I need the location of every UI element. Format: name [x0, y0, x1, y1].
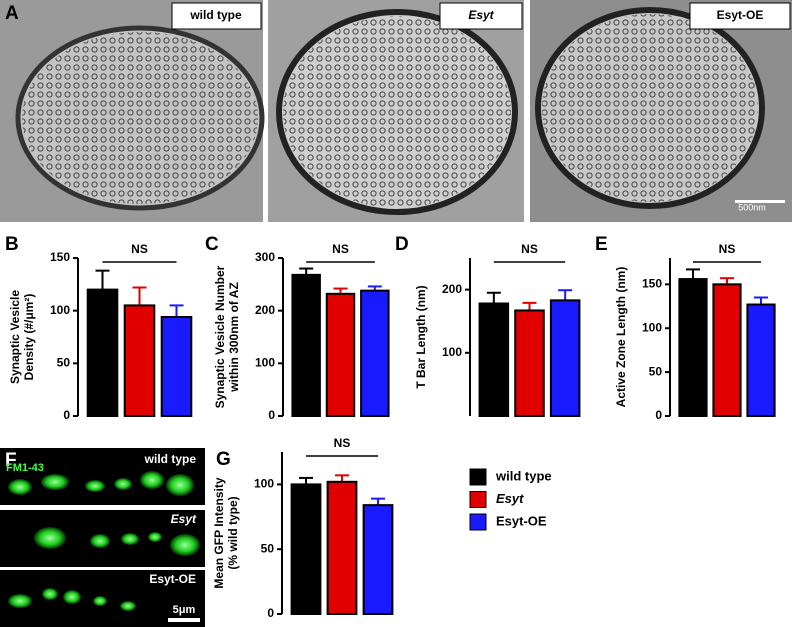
bar — [746, 303, 776, 417]
bar — [360, 289, 390, 417]
y-tick-label: 300 — [255, 250, 275, 264]
legend-swatch — [469, 468, 487, 486]
y-tick-label: 50 — [57, 356, 71, 370]
fluorescence-panel — [0, 448, 205, 627]
y-tick-label: 100 — [642, 320, 662, 334]
bar — [291, 273, 321, 417]
micrograph-label: wild type — [189, 8, 242, 22]
panel-letter: G — [216, 449, 231, 470]
significance-label: NS — [131, 242, 148, 256]
scale-bar-label: 500nm — [738, 202, 766, 212]
bar — [514, 309, 545, 417]
bar — [712, 283, 742, 418]
legend-label: wild type — [495, 468, 552, 483]
bar — [362, 504, 394, 615]
panel-letter: A — [5, 3, 19, 24]
y-axis-label: Active Zone Length (nm) — [614, 267, 628, 408]
panel-letter: C — [205, 234, 219, 255]
y-axis-label: Synaptic Vesicle Number — [213, 265, 227, 408]
legend-label: Esyt — [496, 491, 524, 506]
stain-label: FM1-43 — [6, 462, 44, 474]
micrograph-label: Esyt — [468, 8, 494, 22]
bar — [326, 480, 358, 616]
significance-label: NS — [719, 242, 736, 256]
y-axis-label: T Bar Length (nm) — [414, 285, 428, 388]
bar — [160, 315, 193, 417]
panel-letter: D — [395, 234, 409, 255]
bar — [678, 278, 708, 418]
significance-label: NS — [521, 242, 538, 256]
y-axis-label: Mean GFP Intensity — [212, 477, 226, 588]
panel-letter: E — [595, 234, 608, 255]
micrograph-label: Esyt-OE — [717, 8, 764, 22]
significance-label: NS — [334, 436, 351, 450]
y-tick-label: 0 — [268, 408, 275, 422]
legend-swatch — [469, 491, 487, 508]
y-tick-label: 0 — [267, 606, 274, 620]
bar — [478, 302, 510, 417]
y-tick-label: 0 — [655, 408, 662, 422]
micrograph-panel — [0, 0, 792, 222]
y-tick-label: 150 — [642, 277, 662, 291]
y-axis-label: Synaptic Vesicle — [8, 290, 22, 384]
y-axis-label: within 300nm of AZ — [227, 282, 241, 393]
fluorescence-label: Esyt-OE — [149, 572, 196, 586]
bar — [86, 288, 119, 418]
y-tick-label: 100 — [50, 303, 70, 317]
y-tick-label: 0 — [63, 408, 70, 422]
bar — [290, 483, 322, 615]
panel-letter: F — [5, 450, 17, 471]
y-tick-label: 100 — [255, 356, 275, 370]
bar — [549, 299, 581, 417]
y-tick-label: 200 — [255, 303, 275, 317]
y-tick-label: 50 — [649, 364, 663, 378]
y-tick-label: 50 — [261, 541, 275, 555]
fluorescence-label: wild type — [144, 452, 197, 466]
bar — [325, 292, 356, 417]
y-tick-label: 100 — [254, 477, 274, 491]
y-axis-label: (% wild type) — [226, 496, 240, 569]
significance-label: NS — [332, 242, 349, 256]
y-tick-label: 200 — [442, 282, 462, 296]
scale-bar-label: 5μm — [173, 604, 196, 616]
bar — [123, 304, 156, 417]
y-axis-label: Density (#/μm²) — [22, 294, 36, 381]
legend-swatch — [469, 513, 487, 531]
fluorescence-label: Esyt — [171, 512, 197, 526]
legend-label: Esyt-OE — [496, 513, 547, 528]
y-tick-label: 100 — [442, 345, 462, 359]
panel-letter: B — [5, 234, 19, 255]
y-tick-label: 150 — [50, 250, 70, 264]
